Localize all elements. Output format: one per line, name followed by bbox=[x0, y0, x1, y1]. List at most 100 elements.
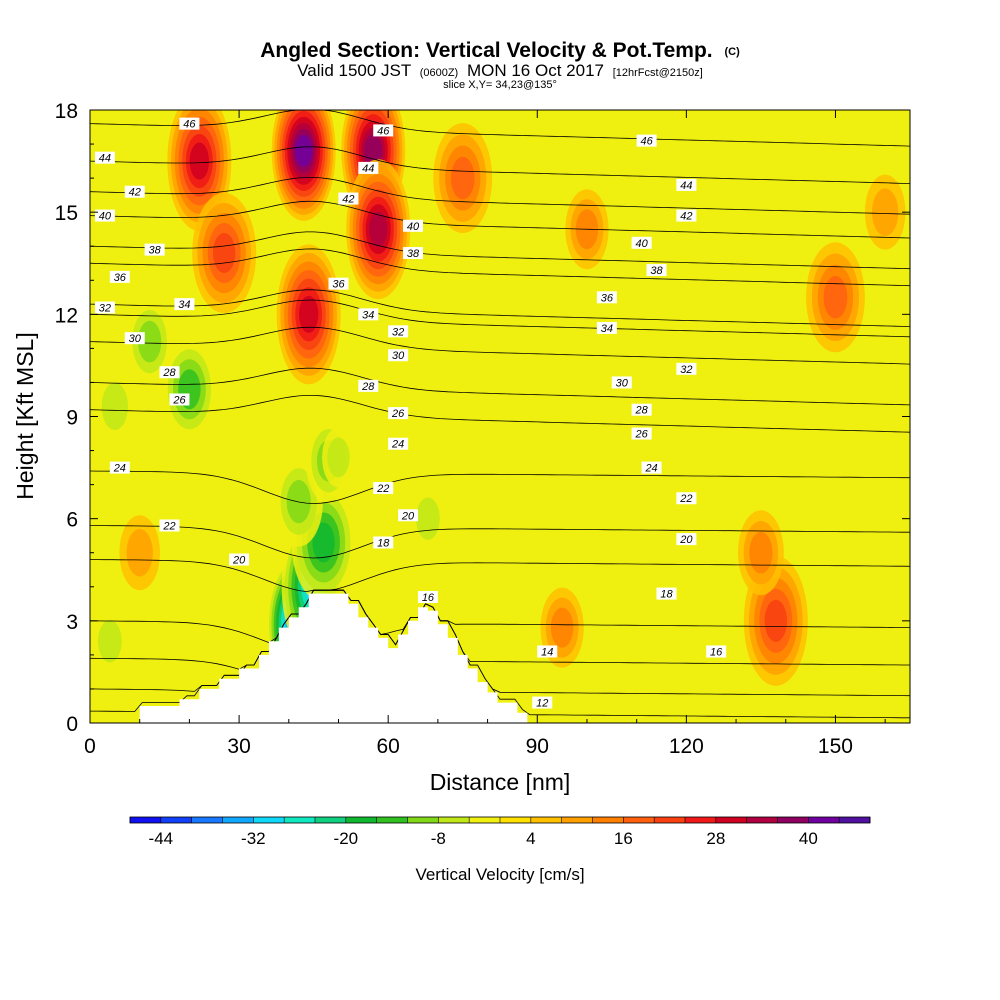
isentrope-14 bbox=[90, 589, 910, 697]
y-tick-label: 6 bbox=[66, 509, 78, 532]
svg-text:34: 34 bbox=[362, 309, 374, 321]
velocity-contour bbox=[126, 528, 153, 577]
valid-time-utc: (0600Z) bbox=[420, 67, 459, 79]
y-tick-label: 15 bbox=[55, 202, 78, 225]
svg-text:22: 22 bbox=[162, 520, 175, 532]
velocity-contour bbox=[368, 211, 388, 247]
colorbar-swatch bbox=[376, 817, 408, 823]
y-tick-label: 9 bbox=[66, 407, 78, 430]
svg-text:20: 20 bbox=[232, 555, 246, 567]
svg-text:40: 40 bbox=[636, 238, 649, 250]
isentrope-label: 46 bbox=[636, 134, 657, 148]
svg-text:26: 26 bbox=[635, 429, 649, 441]
velocity-contour bbox=[138, 320, 162, 363]
isentrope-label: 46 bbox=[179, 117, 200, 131]
velocity-contour bbox=[101, 382, 128, 431]
isentrope-label: 24 bbox=[388, 437, 409, 451]
isentrope-label: 22 bbox=[159, 519, 180, 532]
isentrope-label: 12 bbox=[532, 696, 553, 710]
isentrope-18 bbox=[90, 589, 910, 644]
velocity-contour bbox=[823, 276, 848, 319]
isentrope-label: 16 bbox=[417, 590, 438, 604]
colorbar-tick-label: -8 bbox=[431, 829, 446, 848]
colorbar-swatch bbox=[222, 817, 254, 823]
y-axis-title: Height [Kft MSL] bbox=[12, 332, 38, 499]
svg-text:22: 22 bbox=[679, 493, 692, 505]
svg-text:38: 38 bbox=[407, 248, 420, 260]
isentrope-label: 14 bbox=[537, 645, 558, 658]
chart-subtitle: Valid 1500 JST (0600Z) MON 16 Oct 2017 [… bbox=[297, 61, 703, 80]
colorbar-swatch bbox=[284, 817, 316, 823]
velocity-contour bbox=[872, 188, 899, 236]
colorbar-swatch bbox=[469, 817, 501, 823]
colorbar-swatch bbox=[191, 817, 223, 823]
svg-text:38: 38 bbox=[148, 245, 161, 257]
isentrope-label: 18 bbox=[656, 587, 677, 601]
isentrope-label: 18 bbox=[373, 536, 394, 550]
isentrope-label: 30 bbox=[388, 349, 409, 362]
x-tick-label: 90 bbox=[526, 735, 549, 758]
svg-text:28: 28 bbox=[361, 381, 375, 393]
svg-text:24: 24 bbox=[113, 463, 126, 475]
colorbar-swatch bbox=[592, 817, 624, 823]
isentrope-label: 32 bbox=[94, 301, 115, 315]
velocity-contour bbox=[450, 156, 475, 200]
isentrope-30 bbox=[90, 326, 910, 365]
isentrope-label: 38 bbox=[144, 243, 165, 257]
svg-text:44: 44 bbox=[362, 163, 374, 175]
isentrope-label: 20 bbox=[398, 509, 419, 522]
isentrope-34 bbox=[90, 289, 910, 327]
colorbar-swatch bbox=[685, 817, 717, 823]
isentrope-20 bbox=[90, 559, 910, 593]
colorbar-swatch bbox=[715, 817, 748, 823]
plot-content: 46 46 46 44 44 44 42 42 42 40 40 40 38 38 38 36 36 36 34 34… bbox=[90, 110, 910, 723]
isentrope-46 bbox=[90, 110, 910, 147]
isentrope-28 bbox=[90, 367, 910, 406]
valid-date: MON 16 Oct 2017 bbox=[467, 61, 604, 80]
y-tick-label: 12 bbox=[55, 304, 78, 327]
isentrope-label: 44 bbox=[94, 151, 115, 165]
svg-text:28: 28 bbox=[162, 367, 176, 379]
colorbar-swatch bbox=[253, 817, 285, 823]
isentrope-label: 26 bbox=[388, 407, 409, 420]
isentrope-label: 40 bbox=[631, 236, 652, 250]
colorbar-swatch bbox=[345, 817, 378, 823]
svg-text:30: 30 bbox=[616, 377, 629, 389]
isentrope-label: 44 bbox=[676, 178, 697, 192]
svg-text:42: 42 bbox=[342, 194, 354, 206]
velocity-contour bbox=[312, 522, 335, 563]
isentrope-label: 28 bbox=[358, 379, 379, 393]
colorbar-swatch bbox=[561, 817, 593, 823]
svg-text:24: 24 bbox=[391, 439, 404, 451]
svg-text:20: 20 bbox=[401, 510, 415, 522]
colorbar-tick-label: 16 bbox=[614, 829, 633, 848]
colorbar-swatch bbox=[808, 817, 840, 823]
svg-text:40: 40 bbox=[407, 221, 420, 233]
svg-text:32: 32 bbox=[680, 364, 692, 376]
svg-text:18: 18 bbox=[377, 538, 390, 550]
isentrope-42 bbox=[90, 176, 910, 215]
isentrope-label: 44 bbox=[358, 161, 379, 175]
isentrope-label: 20 bbox=[229, 553, 250, 567]
chart-title-suffix: (C) bbox=[724, 46, 740, 58]
velocity-contour bbox=[376, 362, 400, 403]
valid-time: Valid 1500 JST bbox=[297, 61, 411, 80]
isentrope-label: 22 bbox=[373, 482, 394, 495]
svg-text:22: 22 bbox=[376, 483, 389, 495]
svg-text:26: 26 bbox=[391, 408, 405, 420]
colorbar-swatch bbox=[530, 817, 563, 823]
isentrope-lines bbox=[90, 110, 910, 719]
svg-text:46: 46 bbox=[183, 119, 196, 131]
isentrope-label: 42 bbox=[676, 209, 697, 223]
velocity-contour bbox=[364, 134, 383, 168]
colorbar-tick-label: -32 bbox=[241, 829, 266, 848]
forecast-info: [12hrFcst@2150z] bbox=[613, 67, 703, 79]
chart-title: Angled Section: Vertical Velocity & Pot.… bbox=[260, 39, 740, 62]
isentrope-26 bbox=[90, 395, 910, 433]
colorbar-swatch bbox=[160, 817, 193, 823]
velocity-contour bbox=[764, 599, 788, 642]
svg-text:34: 34 bbox=[178, 299, 190, 311]
colorbar-swatch bbox=[746, 817, 778, 823]
velocity-contour bbox=[98, 620, 122, 663]
